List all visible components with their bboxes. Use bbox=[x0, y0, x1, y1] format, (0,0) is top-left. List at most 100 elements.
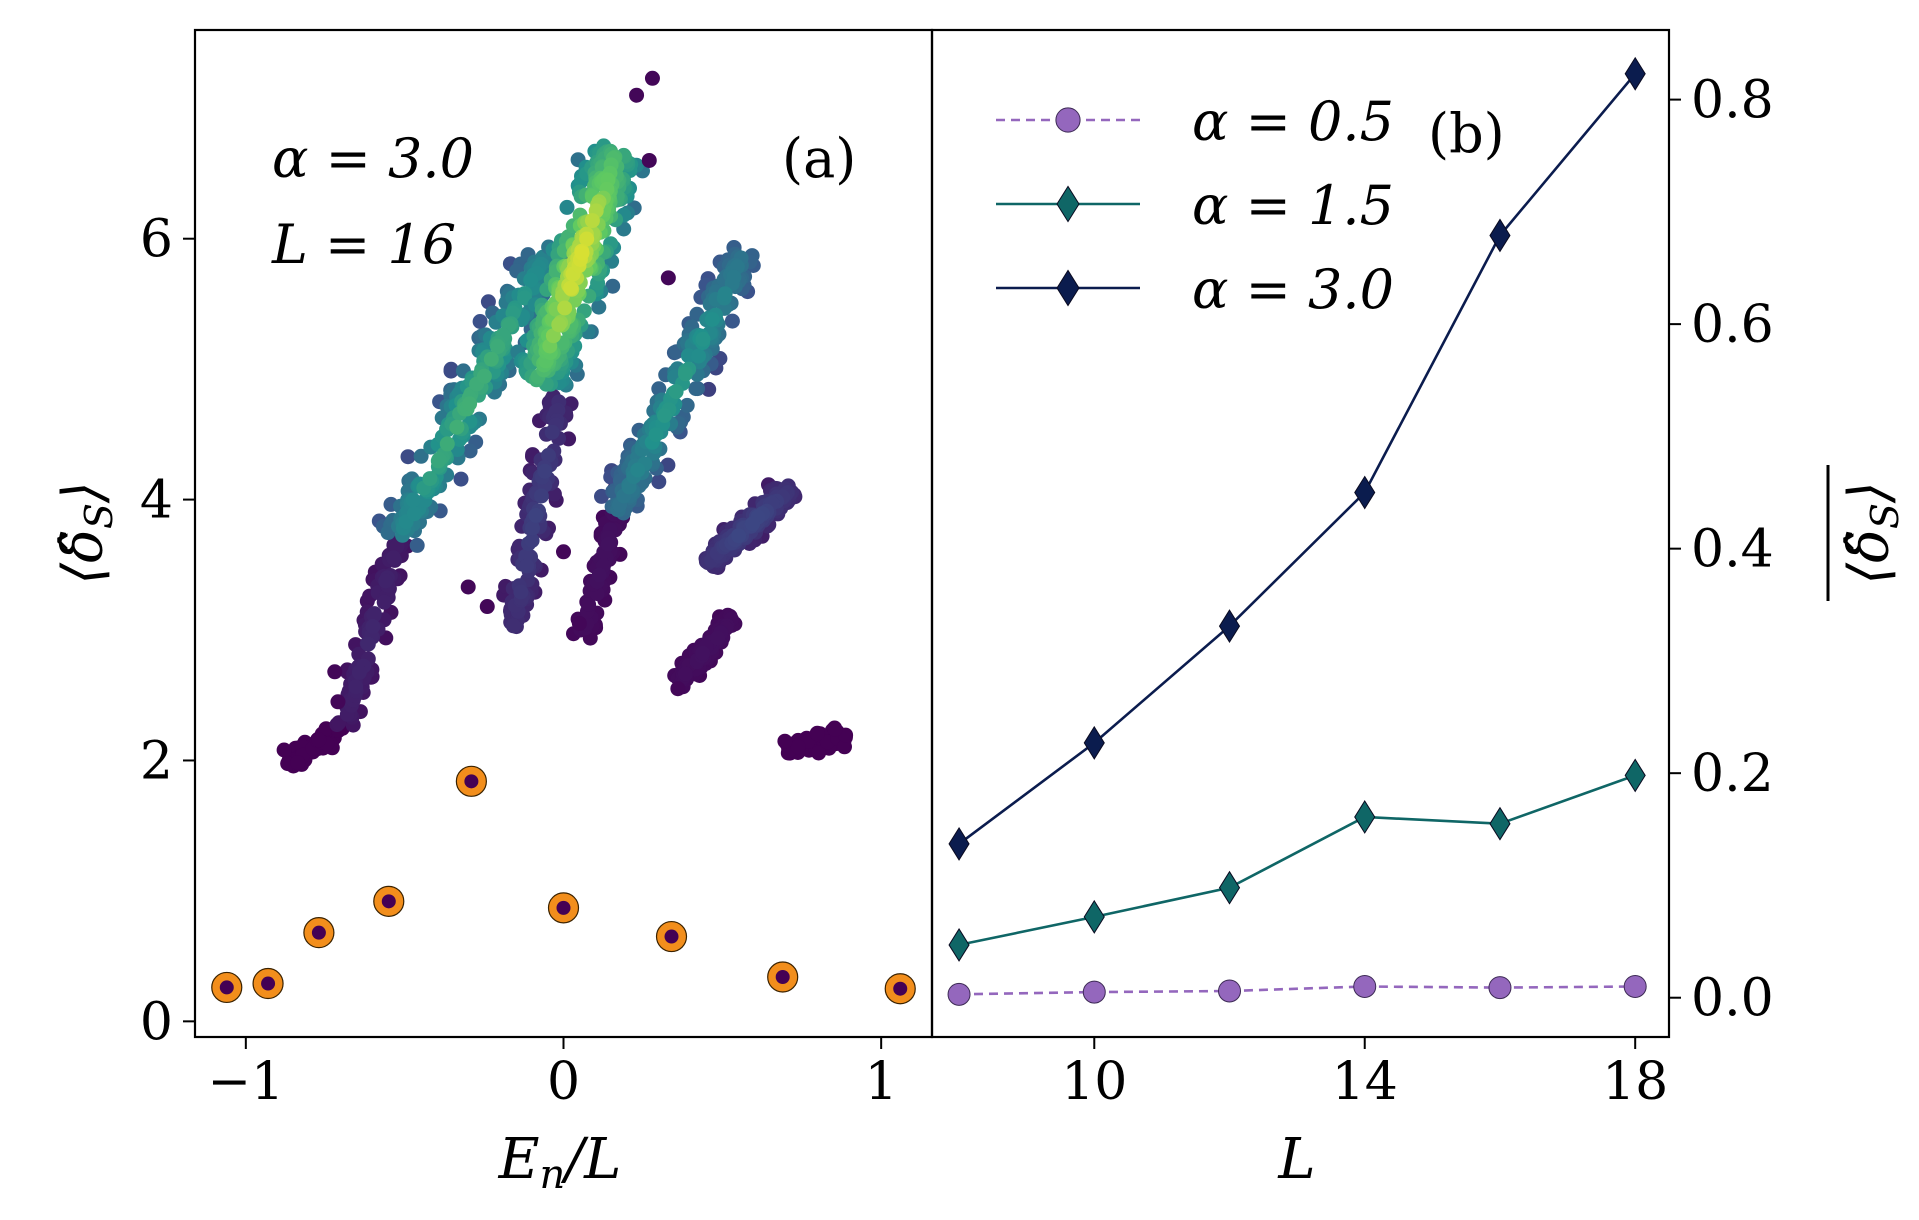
scatter-point bbox=[717, 286, 733, 302]
scatter-point bbox=[594, 488, 609, 504]
scatter-layer bbox=[276, 70, 854, 774]
scatter-point bbox=[528, 507, 544, 523]
x-tick-label: 10 bbox=[1061, 1052, 1127, 1112]
scatter-point bbox=[385, 550, 401, 566]
scatter-point bbox=[422, 471, 438, 487]
scatter-point bbox=[406, 506, 422, 522]
y-tick: 0.6 bbox=[1669, 295, 1774, 355]
scatter-point bbox=[670, 681, 686, 697]
scatter-point bbox=[710, 630, 726, 646]
scatter-point bbox=[431, 451, 447, 467]
scatter-point bbox=[811, 745, 827, 761]
legend-label: α = 3.0 bbox=[1192, 258, 1394, 321]
scatter-point bbox=[591, 567, 607, 583]
legend: α = 0.5 α = 1.5 α = 3.0 bbox=[996, 90, 1394, 321]
scatter-point bbox=[537, 463, 553, 479]
scatter-point bbox=[605, 278, 621, 294]
scatter-point bbox=[351, 664, 367, 680]
x-axis-ticks-b: 10 14 18 bbox=[1061, 1037, 1668, 1112]
y-tick: 0.2 bbox=[1669, 744, 1774, 804]
alpha-annotation: α = 3.0 bbox=[272, 127, 474, 190]
scatter-point bbox=[688, 381, 704, 397]
scatter-point bbox=[731, 528, 747, 544]
y-tick-label: 0 bbox=[140, 992, 173, 1052]
scatter-point bbox=[462, 396, 478, 412]
data-marker bbox=[1218, 979, 1242, 1003]
x-tick-label: 18 bbox=[1602, 1052, 1668, 1112]
x-tick-label: −1 bbox=[207, 1052, 284, 1112]
scatter-point bbox=[523, 272, 539, 288]
y-tick: 4 bbox=[140, 471, 195, 531]
svg-text:⟨δ̂S⟩: ⟨δ̂S⟩ bbox=[1837, 481, 1907, 584]
x-tick: 1 bbox=[865, 1037, 898, 1112]
length-annotation: L = 16 bbox=[271, 213, 456, 276]
x-tick: 18 bbox=[1602, 1037, 1668, 1112]
data-marker bbox=[1489, 806, 1511, 841]
scatter-point bbox=[600, 536, 616, 552]
scatter-point bbox=[409, 537, 425, 553]
highlighted-point bbox=[252, 967, 284, 1000]
scatter-point bbox=[490, 339, 506, 355]
scatter-point bbox=[276, 742, 292, 758]
data-marker bbox=[1353, 974, 1377, 998]
scatter-point bbox=[701, 381, 717, 397]
data-marker bbox=[948, 826, 970, 861]
series-lines-layer bbox=[947, 56, 1647, 1006]
highlighted-points-layer bbox=[211, 765, 916, 1005]
series-1.5 bbox=[948, 758, 1646, 962]
data-marker bbox=[947, 982, 971, 1006]
scatter-point bbox=[581, 597, 597, 612]
data-marker bbox=[1624, 56, 1646, 91]
data-marker bbox=[1218, 609, 1241, 644]
scatter-point bbox=[330, 694, 346, 710]
scatter-point bbox=[584, 213, 600, 229]
legend-label: α = 0.5 bbox=[1192, 90, 1394, 153]
series-line bbox=[958, 985, 1636, 996]
scatter-point bbox=[360, 636, 376, 652]
scatter-point bbox=[629, 87, 645, 103]
y-tick-label: 0.0 bbox=[1691, 969, 1774, 1029]
data-marker bbox=[1354, 800, 1376, 834]
data-marker bbox=[1623, 974, 1647, 998]
scatter-point bbox=[513, 584, 529, 600]
series-line bbox=[958, 774, 1636, 947]
series-0.5 bbox=[947, 974, 1647, 1006]
scatter-point bbox=[563, 280, 579, 296]
y-axis-ticks-b: 0.0 0.2 0.4 0.6 0.8 bbox=[1669, 71, 1774, 1029]
scatter-point bbox=[525, 520, 540, 536]
data-marker bbox=[1624, 758, 1646, 793]
highlighted-point bbox=[303, 917, 335, 949]
scatter-point bbox=[366, 608, 382, 623]
scatter-point bbox=[641, 152, 657, 168]
scatter-point bbox=[644, 70, 660, 86]
scatter-point bbox=[449, 419, 465, 435]
scatter-point bbox=[677, 666, 693, 682]
data-marker bbox=[948, 928, 970, 962]
legend-entry: α = 1.5 bbox=[996, 174, 1394, 237]
y-tick-label: 0.8 bbox=[1691, 71, 1774, 131]
scatter-point bbox=[524, 533, 540, 548]
y-axis-ticks: 0 2 4 6 bbox=[140, 210, 195, 1052]
scatter-point bbox=[453, 471, 469, 487]
scatter-point bbox=[657, 408, 672, 423]
legend-label: α = 1.5 bbox=[1192, 174, 1394, 237]
scatter-point bbox=[479, 599, 495, 615]
svg-text:⟨δ̂S⟩: ⟨δ̂S⟩ bbox=[51, 481, 121, 584]
scatter-point bbox=[365, 619, 381, 634]
scatter-point bbox=[439, 436, 455, 452]
highlighted-point bbox=[547, 892, 580, 924]
scatter-point bbox=[400, 449, 416, 465]
scatter-point bbox=[660, 270, 676, 286]
scatter-point bbox=[668, 384, 684, 400]
scatter-point bbox=[556, 544, 571, 560]
highlighted-point bbox=[884, 973, 916, 1005]
y-tick: 2 bbox=[140, 731, 195, 791]
scatter-point bbox=[630, 462, 646, 478]
series-line bbox=[958, 72, 1637, 845]
scatter-point bbox=[724, 313, 740, 329]
panel-b-frame bbox=[930, 28, 1671, 1039]
scatter-point bbox=[460, 579, 476, 595]
scatter-point bbox=[483, 351, 499, 367]
scatter-point bbox=[348, 679, 364, 695]
scatter-point bbox=[327, 664, 343, 680]
